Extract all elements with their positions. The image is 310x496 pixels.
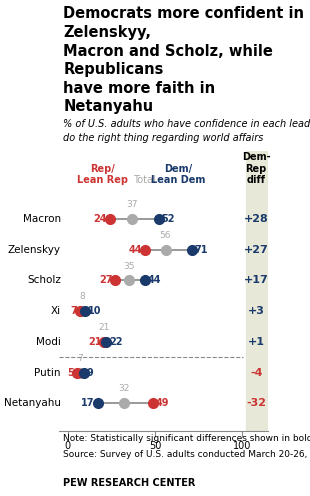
Text: 10: 10	[88, 306, 101, 316]
Text: 56: 56	[160, 231, 171, 240]
Text: 35: 35	[123, 261, 135, 271]
Text: Modi: Modi	[36, 337, 61, 347]
Text: +17: +17	[244, 275, 268, 285]
Text: 49: 49	[156, 398, 170, 408]
Text: +1: +1	[248, 337, 265, 347]
Text: 24: 24	[94, 214, 107, 224]
Text: Democrats more confident in Zelenskyy,
Macron and Scholz, while Republicans
have: Democrats more confident in Zelenskyy, M…	[63, 6, 304, 115]
Text: PEW RESEARCH CENTER: PEW RESEARCH CENTER	[63, 479, 196, 489]
Text: Dem/
Lean Dem: Dem/ Lean Dem	[151, 164, 205, 185]
Text: -32: -32	[246, 398, 266, 408]
Text: 44: 44	[147, 275, 161, 285]
Text: 7: 7	[71, 306, 78, 316]
Text: Scholz: Scholz	[27, 275, 61, 285]
Text: 8: 8	[79, 292, 85, 301]
Text: Dem-
Rep
diff: Dem- Rep diff	[242, 152, 271, 185]
Text: 9: 9	[86, 368, 93, 377]
Bar	[246, 151, 268, 431]
Text: 7: 7	[77, 354, 83, 363]
Text: 44: 44	[128, 245, 142, 255]
Text: Zelenskyy: Zelenskyy	[8, 245, 61, 255]
Text: Xi: Xi	[51, 306, 61, 316]
Text: 52: 52	[161, 214, 175, 224]
Text: Putin: Putin	[34, 368, 61, 377]
Text: 5: 5	[67, 368, 74, 377]
Text: 21: 21	[99, 323, 110, 332]
Text: 37: 37	[127, 200, 138, 209]
Text: 27: 27	[99, 275, 112, 285]
Text: Source: Survey of U.S. adults conducted March 20-26, 2023.: Source: Survey of U.S. adults conducted …	[63, 450, 310, 459]
Text: +27: +27	[244, 245, 268, 255]
Text: Macron: Macron	[23, 214, 61, 224]
Text: -4: -4	[250, 368, 263, 377]
Text: 22: 22	[109, 337, 122, 347]
Text: Note: Statistically significant differences shown in bold.: Note: Statistically significant differen…	[63, 434, 310, 443]
Text: 32: 32	[118, 384, 129, 393]
Text: 17: 17	[82, 398, 95, 408]
Text: 71: 71	[194, 245, 208, 255]
Text: +3: +3	[248, 306, 265, 316]
Text: Total: Total	[133, 175, 156, 185]
Text: Netanyahu: Netanyahu	[4, 398, 61, 408]
Text: 21: 21	[88, 337, 102, 347]
Text: Rep/
Lean Rep: Rep/ Lean Rep	[77, 164, 128, 185]
Text: +28: +28	[244, 214, 268, 224]
Text: % of U.S. adults who have confidence in each leader to
do the right thing regard: % of U.S. adults who have confidence in …	[63, 120, 310, 143]
